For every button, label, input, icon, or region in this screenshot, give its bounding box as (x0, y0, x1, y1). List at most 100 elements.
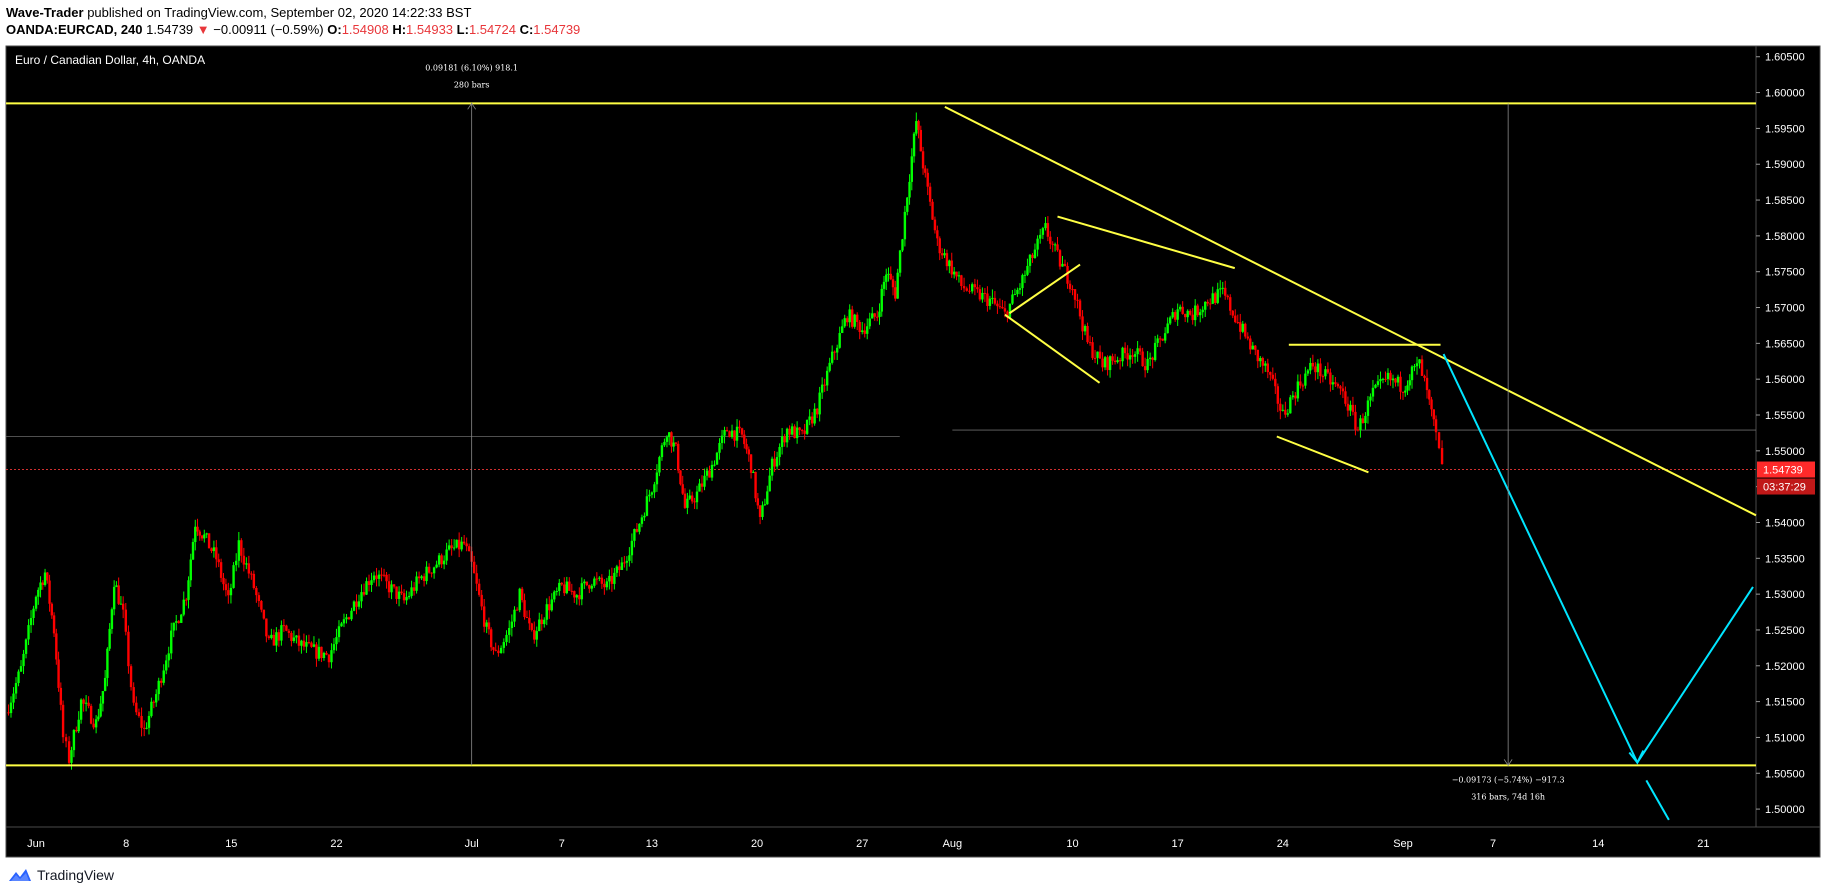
x-tick-label: 7 (1490, 838, 1496, 850)
candle-body (77, 719, 80, 732)
candle-body (412, 587, 416, 591)
candle-body (1093, 357, 1097, 359)
candle-body (1341, 388, 1345, 392)
y-tick-label: 1.60500 (1765, 52, 1805, 64)
candle-body (270, 634, 273, 639)
candle-body (894, 287, 897, 299)
author-name[interactable]: Wave-Trader (6, 5, 84, 20)
candle-body (866, 326, 869, 334)
candle-body (1021, 275, 1024, 289)
candle-body (903, 211, 907, 240)
candle-body (1430, 399, 1433, 410)
flag-upper-line[interactable] (1057, 215, 1236, 270)
candle-body (150, 701, 153, 716)
candle-body (1171, 312, 1174, 318)
candle-body (1420, 359, 1424, 376)
candle-body (863, 330, 866, 334)
candle-body (165, 660, 168, 671)
candle-body (810, 416, 814, 424)
candle-body (1299, 381, 1302, 386)
candle-body (1221, 287, 1224, 289)
x-tick-label: Aug (943, 838, 963, 850)
candle-body (658, 457, 661, 473)
candle-body (257, 595, 261, 601)
high-value: 1.54933 (406, 22, 454, 37)
candle-body (119, 603, 123, 605)
candle-body (670, 432, 673, 447)
candle-body (108, 628, 111, 649)
candle-body (728, 431, 731, 438)
candle-body (1434, 419, 1438, 433)
candle-body (352, 601, 356, 611)
y-tick-label: 1.55000 (1765, 446, 1805, 458)
candle-body (407, 595, 411, 598)
x-tick-label: 7 (559, 838, 565, 850)
candle-body (1241, 323, 1244, 332)
candle-body (1264, 363, 1267, 366)
candle-body (1356, 429, 1360, 431)
candle-body (1096, 351, 1099, 358)
candle-body (633, 529, 636, 541)
candle-body (137, 712, 141, 716)
candle-body (705, 470, 709, 476)
candle-body (17, 671, 20, 684)
candle-body (337, 626, 341, 638)
candle-body (1269, 372, 1272, 375)
candle-body (452, 547, 456, 549)
candle-body (92, 723, 95, 728)
candle-body (525, 616, 529, 618)
candle-body (402, 593, 406, 601)
candle-body (733, 430, 736, 441)
candle-body (1091, 342, 1094, 358)
range-bottom-line[interactable] (1276, 435, 1369, 474)
price-chart[interactable]: 0.09181 (6.10%) 918.1 280 bars −0.09173 (−… (0, 44, 1826, 862)
countdown-label: 03:37:29 (1763, 482, 1806, 494)
candle-body (380, 574, 383, 576)
candle-body (1044, 223, 1047, 229)
candle-body (395, 586, 398, 599)
candle-body (1381, 378, 1385, 380)
candle-body (677, 443, 680, 471)
candle-body (1078, 300, 1082, 317)
descending-trendline[interactable] (944, 106, 1757, 517)
flag-inner-line[interactable] (1008, 263, 1081, 315)
candle-body (50, 603, 54, 616)
candle-body (1404, 390, 1407, 393)
candle-body (825, 370, 829, 386)
candle-body (1141, 351, 1144, 367)
tradingview-brand[interactable]: TradingView (8, 867, 114, 883)
flag-lower-line[interactable] (1004, 313, 1101, 384)
candle-body (224, 584, 228, 591)
candle-body (720, 435, 724, 443)
symbol-name[interactable]: OANDA:EURCAD, 240 (6, 22, 143, 37)
candle-body (1073, 289, 1077, 300)
publish-info: Wave-Trader published on TradingView.com… (6, 5, 471, 20)
candle-body (435, 564, 438, 568)
candle-body (72, 730, 76, 751)
candle-body (1063, 263, 1067, 267)
candle-body (690, 495, 694, 502)
candle-body (387, 581, 391, 593)
measure-up-label: 0.09181 (6.10%) 918.1 (425, 63, 518, 72)
candle-body (1301, 385, 1305, 387)
time-axis[interactable] (5, 826, 1821, 858)
candle-body (127, 631, 130, 667)
candle-body (194, 526, 197, 543)
candle-body (635, 529, 639, 532)
candle-body (390, 584, 393, 593)
candle-body (565, 581, 569, 594)
price-axis[interactable] (1755, 45, 1821, 828)
candle-body (933, 219, 937, 231)
candle-body (24, 639, 28, 654)
candle-body (89, 705, 93, 724)
candle-body (1246, 336, 1249, 339)
candle-body (282, 625, 286, 627)
candle-body (350, 610, 353, 620)
candle-body (580, 583, 584, 600)
chart-header: Wave-Trader published on TradingView.com… (0, 0, 1826, 44)
published-text: published on TradingView.com, September … (87, 5, 472, 20)
x-tick-label: 27 (856, 838, 868, 850)
projection-continuation[interactable] (1645, 779, 1670, 821)
candle-body (420, 576, 423, 579)
candle-body (1086, 326, 1089, 343)
